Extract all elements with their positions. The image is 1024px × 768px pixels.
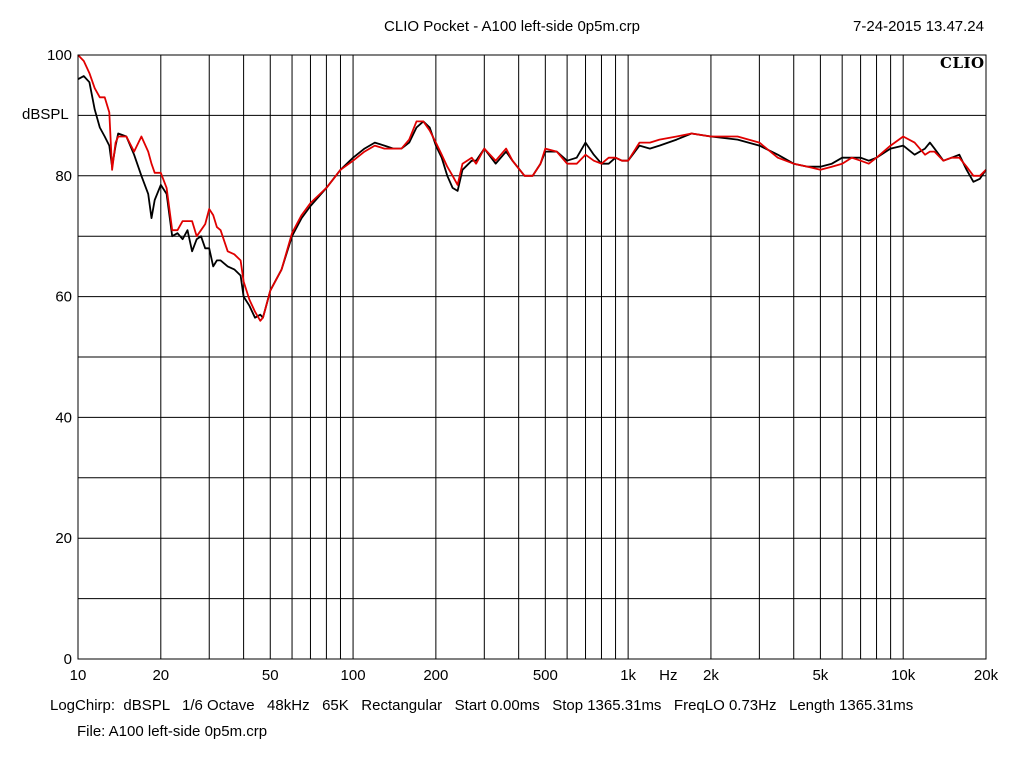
- series-line-red: [77, 54, 987, 322]
- brand-logo: CLIO: [940, 54, 985, 72]
- x-tick-label: 1k: [620, 667, 636, 684]
- tick-labels: 0 20 40 60 80 100 10 20 50 100 200 500 1k 2k 5k 10k 20k H…: [47, 47, 999, 684]
- x-tick-label: 10: [70, 667, 87, 684]
- file-name: File: A100 left-side 0p5m.crp: [77, 723, 268, 740]
- y-tick-label: 100: [47, 47, 72, 64]
- y-tick-label: 80: [55, 168, 72, 185]
- x-tick-label: 20k: [974, 667, 999, 684]
- x-axis-unit-label: Hz: [659, 667, 677, 684]
- x-tick-label: 200: [423, 667, 448, 684]
- x-tick-label: 20: [152, 667, 169, 684]
- x-tick-label: 10k: [891, 667, 916, 684]
- plot-frame: [77, 54, 987, 660]
- curves: [77, 54, 987, 322]
- chart-title: CLIO Pocket - A100 left-side 0p5m.crp: [384, 18, 640, 35]
- measurement-settings: LogChirp: dBSPL 1/6 Octave 48kHz 65K Rec…: [50, 697, 914, 714]
- y-tick-label: 60: [55, 289, 72, 306]
- y-tick-label: 20: [55, 530, 72, 547]
- timestamp: 7-24-2015 13.47.24: [853, 18, 984, 35]
- x-tick-label: 500: [533, 667, 558, 684]
- x-tick-label: 50: [262, 667, 279, 684]
- grid: [78, 55, 986, 659]
- x-tick-label: 100: [341, 667, 366, 684]
- series-line-black: [77, 75, 987, 319]
- y-tick-label: 40: [55, 409, 72, 426]
- x-tick-label: 2k: [703, 667, 719, 684]
- y-tick-label: 0: [64, 651, 72, 668]
- x-tick-label: 5k: [812, 667, 828, 684]
- y-axis-label: dBSPL: [22, 106, 69, 123]
